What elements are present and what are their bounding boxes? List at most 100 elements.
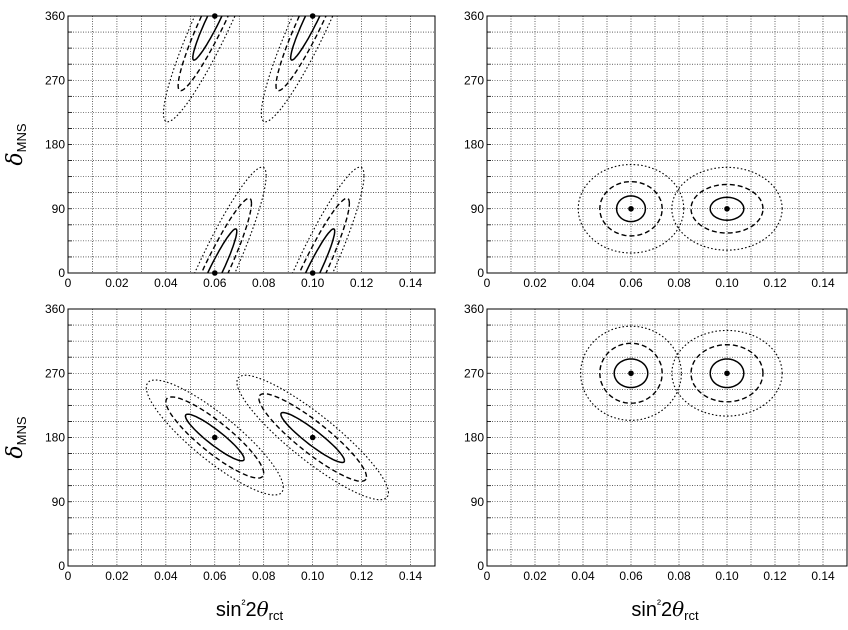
- x-axis-label: sin²2θrct: [631, 597, 699, 623]
- contours: [162, 16, 365, 273]
- x-tick-label: 0.06: [619, 276, 643, 290]
- y-tick-label: 180: [464, 431, 484, 445]
- contour-level-1: [289, 16, 321, 61]
- x-tick-label: 0.14: [811, 276, 835, 290]
- x-tick-label: 0.02: [523, 569, 547, 583]
- x-tick-label: 0.04: [571, 276, 595, 290]
- x-tick-label: 0.04: [571, 569, 595, 583]
- panel-top-left: 0 0.02 0.04 0.06 0.08 0.10 0.12 0.14 0 90 180 270 36…: [3, 9, 436, 290]
- contour-level-1: [709, 358, 745, 389]
- contour-level-3: [162, 16, 236, 123]
- plot-frame: [67, 15, 436, 274]
- contour-level-2: [275, 16, 327, 92]
- contour-level-2: [177, 16, 229, 92]
- x-tick-label: 0.08: [252, 569, 276, 583]
- contours: [577, 163, 783, 254]
- grid: [487, 309, 847, 566]
- contour-level-2: [690, 183, 764, 234]
- panel-bottom-right: 0 0.02 0.04 0.06 0.08 0.10 0.12 0.14 0 90 180 270 36…: [464, 302, 848, 623]
- contour-level-2: [690, 343, 764, 403]
- contour-level-3: [236, 374, 390, 501]
- contours: [145, 374, 390, 501]
- x-tick-label: 0: [484, 276, 491, 290]
- contour-level-2: [599, 180, 663, 237]
- contour-level-2: [165, 396, 265, 479]
- contour-level-3: [145, 379, 284, 496]
- x-tick-label: 0.04: [154, 276, 178, 290]
- contour-level-3: [194, 166, 267, 273]
- y-tick-label: 90: [471, 495, 485, 509]
- contour-level-1: [192, 16, 223, 61]
- x-tick-label: 0: [65, 569, 72, 583]
- y-tick-label: 90: [52, 202, 66, 216]
- x-tick-label: 0.10: [301, 569, 325, 583]
- grid: [487, 16, 847, 273]
- y-tick-label: 90: [471, 202, 485, 216]
- x-tick-label: 0.06: [203, 276, 227, 290]
- x-tick-label: 0: [65, 276, 72, 290]
- x-tick-label: 0.10: [715, 569, 739, 583]
- x-tick-label: 0.02: [105, 569, 129, 583]
- y-axis-label: δMNS: [3, 123, 29, 165]
- y-axis-label: δMNS: [3, 416, 29, 458]
- x-axis-label: sin²2θrct: [216, 597, 284, 623]
- true-point: [628, 205, 634, 212]
- contour-level-3: [577, 163, 685, 254]
- x-tick-label: 0.14: [811, 569, 835, 583]
- x-tick-label: 0: [484, 569, 491, 583]
- panel-bottom-left: 0 0.02 0.04 0.06 0.08 0.10 0.12 0.14 0 90 180 270 36…: [3, 302, 436, 623]
- x-tick-label: 0.12: [350, 276, 374, 290]
- contour-level-2: [599, 342, 663, 404]
- contour-level-1: [206, 228, 238, 273]
- contour-level-2: [258, 393, 368, 482]
- x-tick-label: 0.08: [667, 569, 691, 583]
- true-point: [212, 434, 218, 441]
- contour-level-1: [280, 411, 346, 464]
- plot-frame: [67, 308, 436, 567]
- true-point: [724, 370, 730, 377]
- y-tick-label: 0: [477, 559, 484, 573]
- plot-frame: [486, 308, 848, 567]
- y-tick-label: 270: [45, 366, 65, 380]
- grid: [68, 16, 435, 273]
- y-tick-label: 360: [45, 9, 65, 23]
- y-tick-label: 360: [45, 302, 65, 316]
- y-tick-label: 360: [464, 302, 484, 316]
- contour-level-3: [671, 166, 783, 251]
- x-tick-label: 0.12: [763, 276, 787, 290]
- contours: [580, 325, 783, 421]
- y-tick-label: 180: [45, 431, 65, 445]
- grid: [68, 309, 435, 566]
- x-tick-label: 0.06: [203, 569, 227, 583]
- y-tick-label: 0: [477, 266, 484, 280]
- x-tick-label: 0.04: [154, 569, 178, 583]
- y-tick-label: 0: [58, 266, 65, 280]
- y-tick-label: 270: [45, 73, 65, 87]
- contour-level-1: [615, 195, 647, 223]
- contour-level-1: [304, 228, 336, 273]
- x-tick-label: 0.12: [350, 569, 374, 583]
- x-tick-label: 0.08: [667, 276, 691, 290]
- contour-level-3: [291, 166, 365, 273]
- contour-level-1: [613, 358, 649, 389]
- y-tick-label: 360: [464, 9, 484, 23]
- y-tick-label: 180: [45, 138, 65, 152]
- x-tick-label: 0.06: [619, 569, 643, 583]
- true-point: [724, 205, 730, 212]
- true-point: [309, 434, 316, 441]
- contour-level-1: [709, 196, 745, 221]
- y-tick-label: 270: [464, 73, 484, 87]
- x-tick-label: 0.02: [105, 276, 129, 290]
- y-tick-label: 270: [464, 366, 484, 380]
- y-tick-label: 90: [52, 495, 66, 509]
- x-tick-label: 0.14: [399, 569, 423, 583]
- plot-frame: [486, 15, 848, 274]
- x-tick-label: 0.02: [523, 276, 547, 290]
- panel-top-right: 0 0.02 0.04 0.06 0.08 0.10 0.12 0.14 0 90 180 270 36…: [464, 9, 848, 290]
- x-tick-label: 0.10: [715, 276, 739, 290]
- y-tick-label: 180: [464, 138, 484, 152]
- contour-level-3: [260, 16, 334, 123]
- y-tick-label: 0: [58, 559, 65, 573]
- x-tick-label: 0.14: [399, 276, 423, 290]
